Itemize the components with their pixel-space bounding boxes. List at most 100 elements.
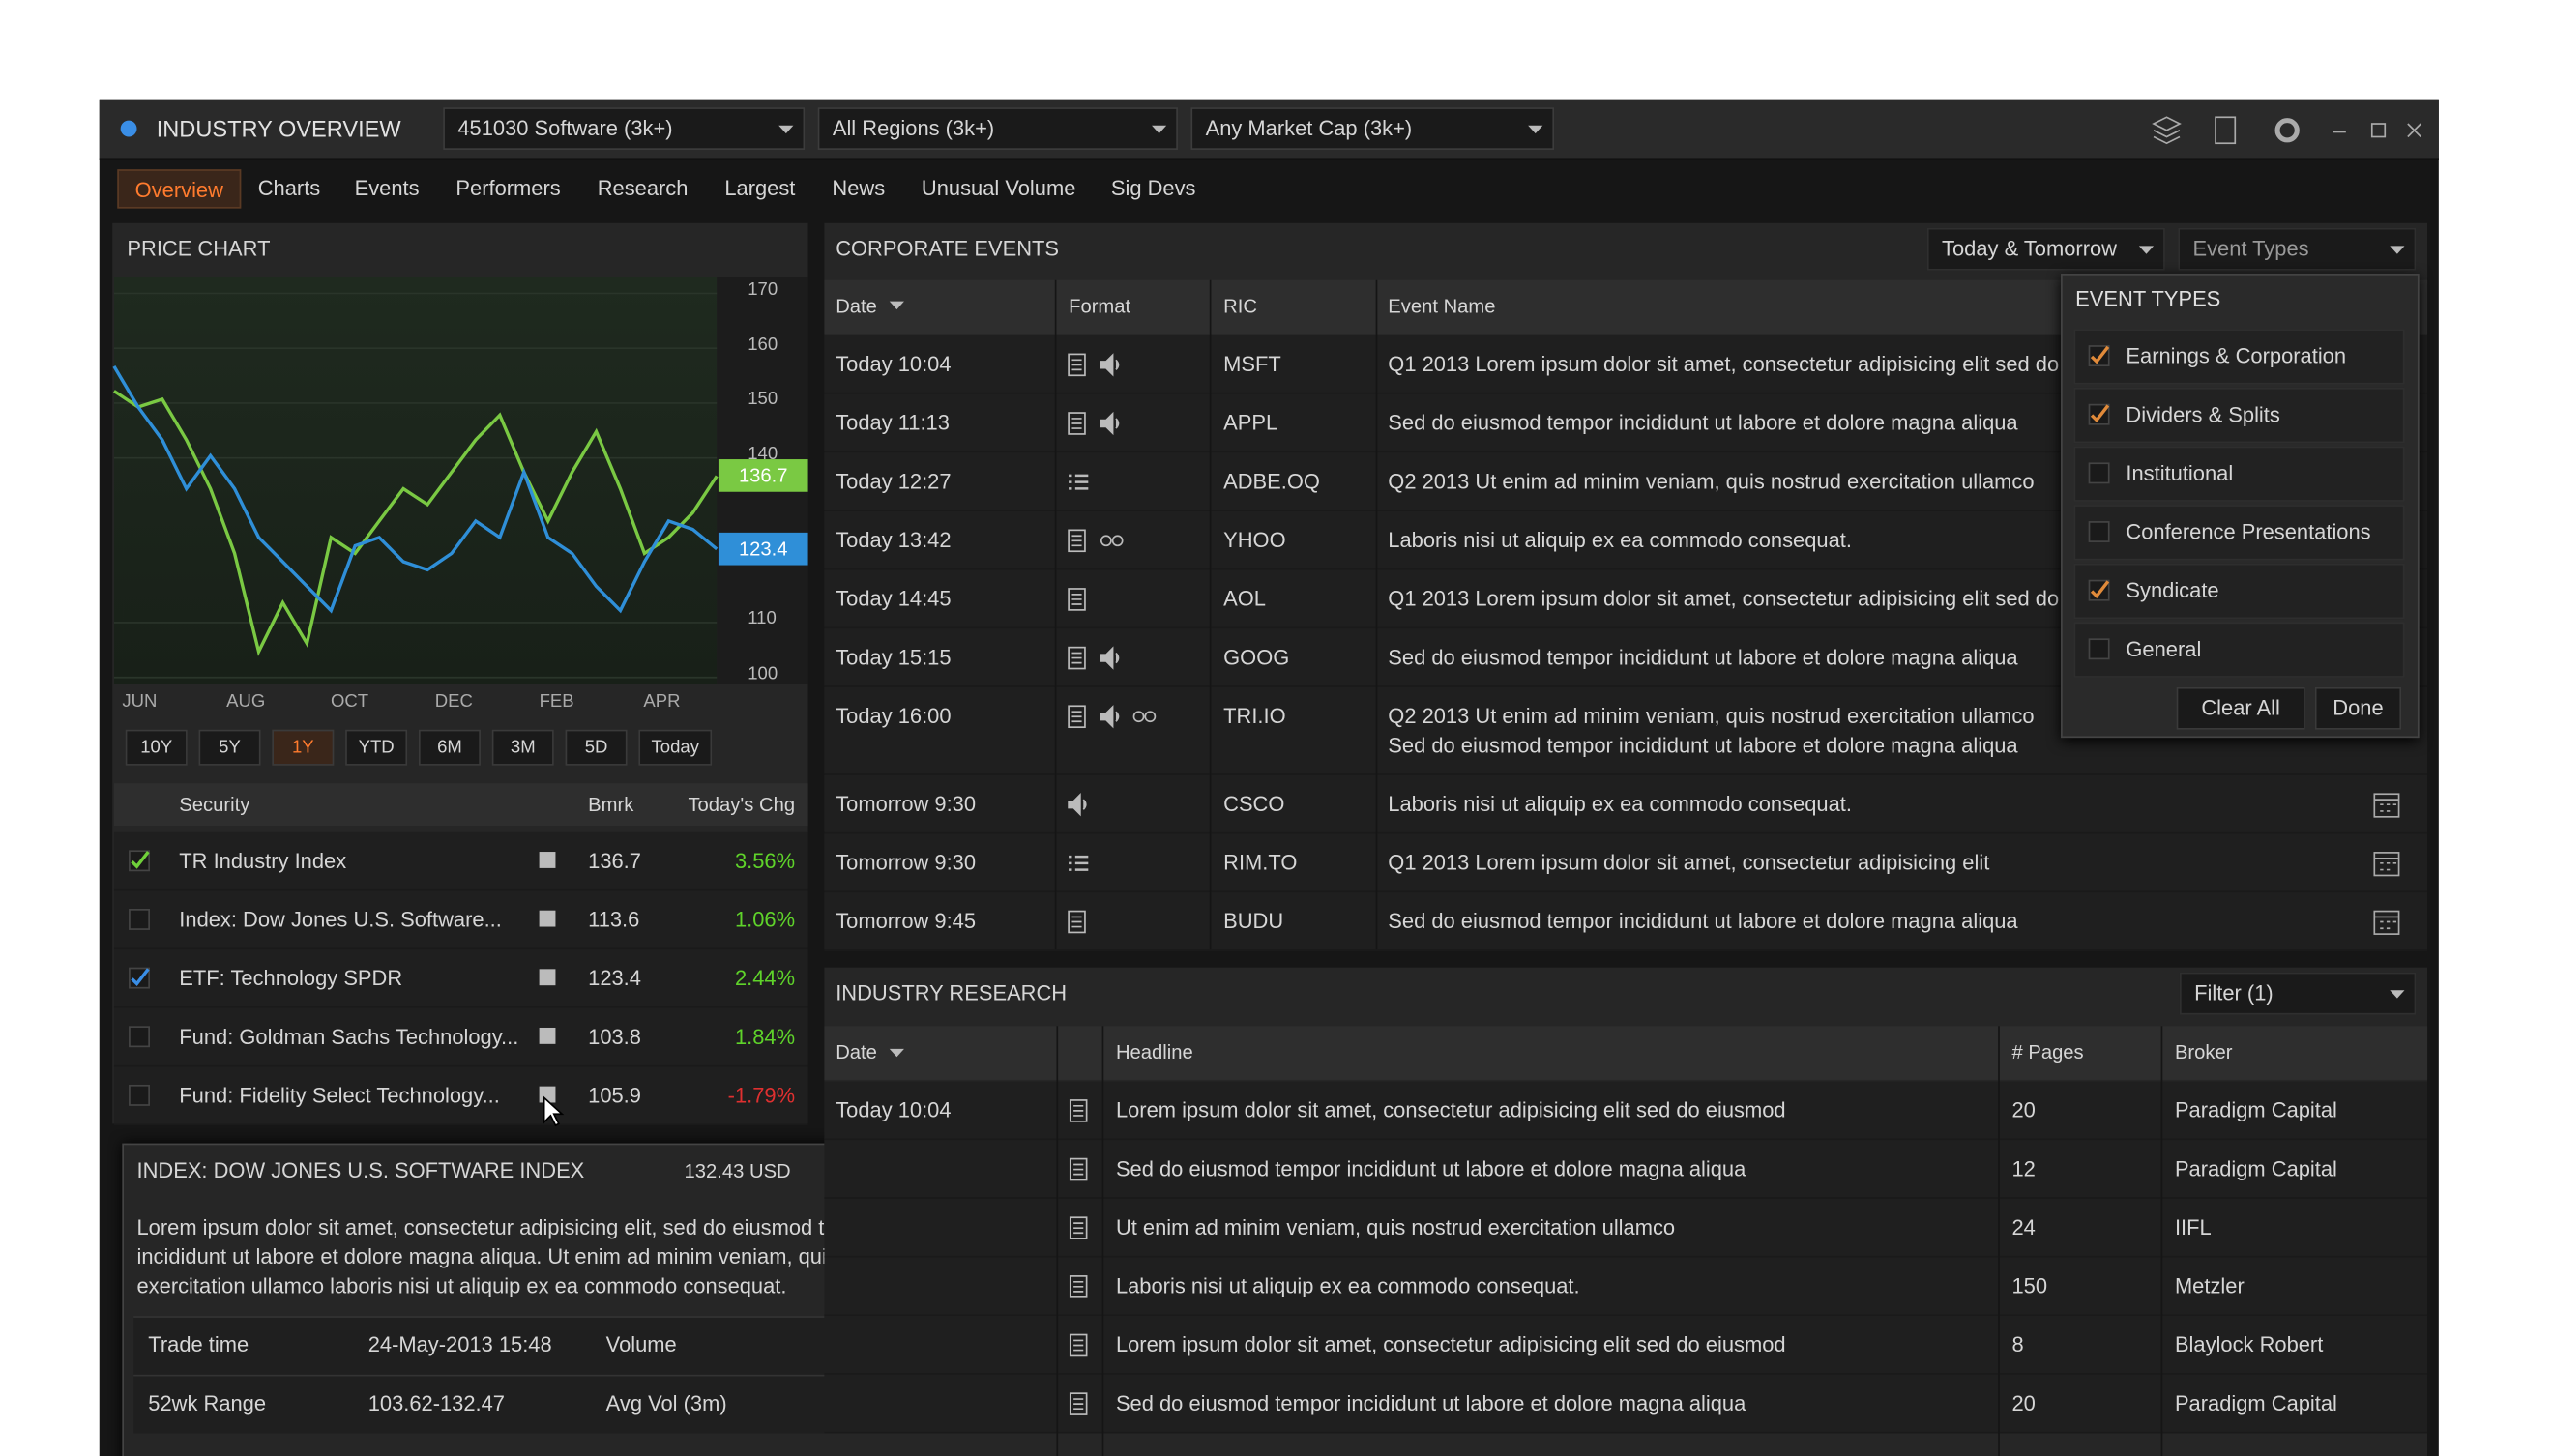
checkbox[interactable] [129,1084,152,1108]
popup-item[interactable] [2073,622,2405,678]
tab[interactable]: Performers [455,175,561,201]
tab[interactable]: Largest [724,175,796,201]
table-row [824,892,2428,951]
checkbox[interactable] [2088,579,2112,603]
types-dropdown[interactable]: Event Types [2178,227,2417,271]
calendar-icon[interactable] [2373,909,2400,935]
range-button[interactable]: 10Y [125,729,188,766]
caret[interactable] [1528,125,1544,135]
period-dropdown[interactable]: Today & Tomorrow [1926,227,2165,271]
range-button[interactable]: 5Y [198,729,261,766]
panel-title: INDUSTRY RESEARCH [836,980,1068,1005]
last-value-badge: 123.4 [718,533,808,566]
done-button[interactable]: Done [2314,686,2402,730]
event-ric: APPL [1223,410,1278,435]
caret[interactable] [2390,990,2406,1000]
popup-item[interactable] [2073,329,2405,385]
tab[interactable]: Sig Devs [1110,175,1196,201]
info-icon[interactable] [539,910,558,929]
checkbox[interactable] [129,1026,152,1049]
popup-item-label[interactable]: Dividers & Splits [2126,402,2280,427]
tab[interactable]: Research [597,175,689,201]
price-line [112,365,719,614]
popup-item[interactable] [2073,387,2405,444]
range-button[interactable]: Today [638,729,713,766]
range-button[interactable]: 1Y [272,729,335,766]
table-row [824,1140,2428,1199]
last-value-badge: 136.7 [718,459,808,493]
checkbox[interactable] [2088,638,2112,661]
table-row [824,1374,2428,1434]
caret-shape [2138,246,2155,254]
popup-item[interactable] [2073,505,2405,561]
cal-box [2373,910,2400,935]
caret[interactable] [1152,125,1168,135]
format-icon [1100,353,1120,377]
checkbox[interactable] [129,967,152,991]
popup-item[interactable] [2073,563,2405,620]
research-pages: 12 [2011,1156,2036,1181]
range-button[interactable]: 5D [565,729,628,766]
popup-item-label[interactable]: General [2126,636,2202,661]
gear-icon[interactable] [2274,118,2300,143]
research-broker: Paradigm Capital [2174,1097,2337,1122]
tab[interactable]: Overview [117,169,242,209]
window-controls[interactable] [2151,114,2427,147]
caret[interactable] [889,301,906,311]
popup-item-label[interactable]: Syndicate [2126,578,2219,603]
checkbox[interactable] [2088,345,2112,368]
caret[interactable] [778,125,795,135]
caret-shape [889,1048,904,1058]
checkbox[interactable] [2088,521,2112,544]
caret-shape [889,301,904,310]
clear-button[interactable]: Clear All [2176,686,2305,730]
tooltip-cell: 24-May-2013 15:48 [367,1332,552,1357]
range-button[interactable]: YTD [345,729,408,766]
info-icon[interactable] [539,852,558,870]
tab[interactable]: Unusual Volume [921,175,1076,201]
audio-icon [1068,793,1087,817]
tooltip-price: 132.43 USD [684,1159,791,1183]
research-broker: IIFL [2174,1214,2212,1239]
popup-item-label[interactable]: Conference Presentations [2126,519,2371,544]
checkbox[interactable] [2088,403,2112,427]
filter-dropdown[interactable]: Filter (1) [2179,972,2417,1015]
layers-icon[interactable] [2152,116,2182,145]
caret[interactable] [2390,246,2406,255]
bmrk-value: 123.4 [588,965,641,991]
format-icon [1100,705,1120,729]
tab[interactable]: News [832,175,886,201]
format-icon [1068,588,1086,611]
dropdown[interactable]: All Regions (3k+) [817,107,1178,150]
popup-item[interactable] [2073,446,2405,502]
info-icon[interactable] [539,969,558,987]
popup-item-label[interactable]: Institutional [2126,460,2234,486]
y-tick-label: 100 [748,664,778,684]
range-button[interactable]: 6M [418,729,481,766]
checkbox[interactable] [129,909,152,932]
event-name: Q2 2013 Ut enim ad minim veniam, quis no… [1388,469,2035,494]
checkbox[interactable] [129,850,152,873]
tab[interactable]: Events [354,175,420,201]
table-row [113,949,808,1008]
checkbox[interactable] [2088,462,2112,485]
popup-item-label[interactable]: Earnings & Corporation [2126,343,2347,368]
research-pages: 8 [2011,1332,2024,1357]
calc-icon[interactable] [2215,116,2237,145]
tab[interactable]: Charts [257,175,321,201]
dropdown[interactable]: 451030 Software (3k+) [443,107,806,150]
close[interactable] [2407,123,2421,138]
cc-icon [1111,535,1124,547]
maximize[interactable] [2370,123,2387,138]
caret[interactable] [889,1048,906,1059]
caret[interactable] [2138,246,2156,255]
info-icon[interactable] [539,1027,558,1046]
dropdown[interactable]: Any Market Cap (3k+) [1190,107,1555,150]
doc-lines [1073,1339,1084,1352]
doc-icon [1069,1099,1088,1122]
calendar-icon[interactable] [2373,792,2400,818]
mouse-cursor [543,1095,565,1127]
calendar-icon[interactable] [2373,850,2400,877]
column-header: Bmrk [588,793,634,816]
range-button[interactable]: 3M [491,729,554,766]
